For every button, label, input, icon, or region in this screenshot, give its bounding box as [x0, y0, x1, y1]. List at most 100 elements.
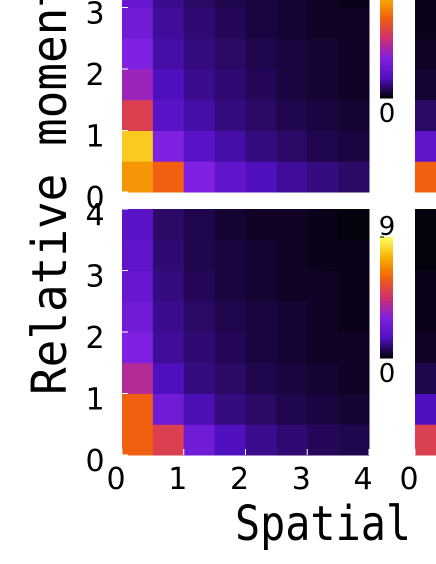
heatmap-cell	[152, 393, 185, 425]
heatmap-cell	[307, 130, 339, 162]
heatmap-cell	[122, 38, 154, 70]
y-tick-label: 3	[85, 260, 104, 295]
heatmap-cell	[415, 424, 436, 456]
heatmap-cell	[122, 239, 154, 271]
colorbar-segment	[380, 303, 393, 308]
heatmap-cell	[415, 270, 436, 302]
colorbar-segment	[380, 79, 393, 84]
colorbar-segment	[380, 261, 393, 265]
heatmap-cell	[307, 161, 339, 193]
colorbar-segment	[380, 82, 393, 87]
heatmap-cell	[122, 130, 154, 162]
heatmap-cell	[245, 130, 277, 162]
y-tick-label: 1	[85, 120, 104, 155]
heatmap-cell	[276, 161, 308, 193]
heatmap-cell	[415, 99, 436, 131]
heatmap-cell	[183, 38, 216, 70]
colorbar-segment	[380, 31, 393, 35]
heatmap-cell	[214, 362, 246, 394]
y-tick-label: 1	[85, 383, 104, 418]
y-tick-label: 0	[85, 181, 104, 216]
colorbar-segment	[380, 85, 393, 90]
heatmap-cell	[152, 99, 185, 131]
heatmap-cell	[152, 7, 185, 39]
colorbar-segment	[380, 240, 393, 244]
heatmap-cell	[152, 161, 185, 193]
heatmap-cell	[338, 7, 370, 39]
heatmap-cell	[245, 69, 277, 101]
heatmap-cell	[122, 161, 154, 193]
heatmap-cell	[214, 332, 246, 364]
heatmap-cell	[276, 99, 308, 131]
heatmap-cell	[415, 393, 436, 425]
heatmap-cell	[245, 209, 277, 241]
heatmap-cell	[214, 99, 246, 131]
heatmap-cell	[122, 0, 154, 8]
colorbar-segment	[380, 88, 393, 93]
heatmap-cell	[214, 209, 246, 241]
colorbar-segment	[380, 276, 393, 280]
heatmap-cell	[276, 0, 308, 8]
heatmap-cell	[276, 332, 308, 364]
heatmap-cell	[183, 7, 216, 39]
colorbar-segment	[380, 321, 393, 326]
heatmap-cell	[415, 362, 436, 394]
heatmap-cell	[276, 362, 308, 394]
colorbar-segment	[380, 339, 393, 344]
colorbar-segment	[380, 297, 393, 302]
colorbar-segment	[380, 294, 393, 298]
colorbar-segment	[380, 291, 393, 295]
heatmap-cell	[152, 424, 185, 456]
colorbar-segment	[380, 64, 393, 69]
heatmap-cell	[152, 301, 185, 333]
heatmap-cell	[338, 239, 370, 271]
heatmap-cell	[307, 332, 339, 364]
heatmap-cell	[245, 393, 277, 425]
colorbar-segment	[380, 7, 393, 11]
colorbar-segment	[380, 73, 393, 78]
heatmap-cell	[122, 362, 154, 394]
heatmap-cell	[152, 270, 185, 302]
heatmap-cell	[183, 161, 216, 193]
colorbar-segment	[380, 237, 393, 241]
heatmap-cell	[276, 38, 308, 70]
heatmap-cell	[307, 69, 339, 101]
colorbar-segment	[380, 1, 393, 5]
heatmap-cell	[338, 332, 370, 364]
heatmap-cell	[214, 239, 246, 271]
colorbar-segment	[380, 279, 393, 283]
colorbar-segment	[380, 252, 393, 256]
heatmap-cell	[276, 239, 308, 271]
colorbar-segment	[380, 55, 393, 60]
colorbar-segment	[380, 61, 393, 66]
heatmap-cell	[338, 209, 370, 241]
heatmap-cell	[338, 130, 370, 162]
heatmap-cell	[122, 301, 154, 333]
y-tick-label: 2	[85, 321, 104, 356]
heatmap-cell	[415, 301, 436, 333]
colorbar-segment	[380, 40, 393, 45]
heatmap-cell	[214, 7, 246, 39]
heatmap-cell	[415, 69, 436, 101]
heatmap-cell	[276, 393, 308, 425]
heatmap-cell	[214, 270, 246, 302]
heatmap-cell	[183, 239, 216, 271]
colorbar-segment	[380, 267, 393, 271]
colorbar-segment	[380, 312, 393, 317]
colorbar-tick-label: 0	[379, 99, 396, 129]
colorbar-segment	[380, 22, 393, 26]
heatmap-cell	[183, 209, 216, 241]
heatmap-cell	[338, 362, 370, 394]
heatmap-cell	[276, 7, 308, 39]
colorbar-segment	[380, 67, 393, 72]
y-axis-label: Relative moment	[22, 0, 78, 395]
heatmap-cell	[183, 99, 216, 131]
colorbar-segment	[380, 300, 393, 305]
heatmap-cell	[152, 38, 185, 70]
heatmap-cell	[122, 270, 154, 302]
heatmap-cell	[245, 270, 277, 302]
colorbar-segment	[380, 318, 393, 323]
colorbar-segment	[380, 351, 393, 356]
heatmap-cell	[415, 332, 436, 364]
